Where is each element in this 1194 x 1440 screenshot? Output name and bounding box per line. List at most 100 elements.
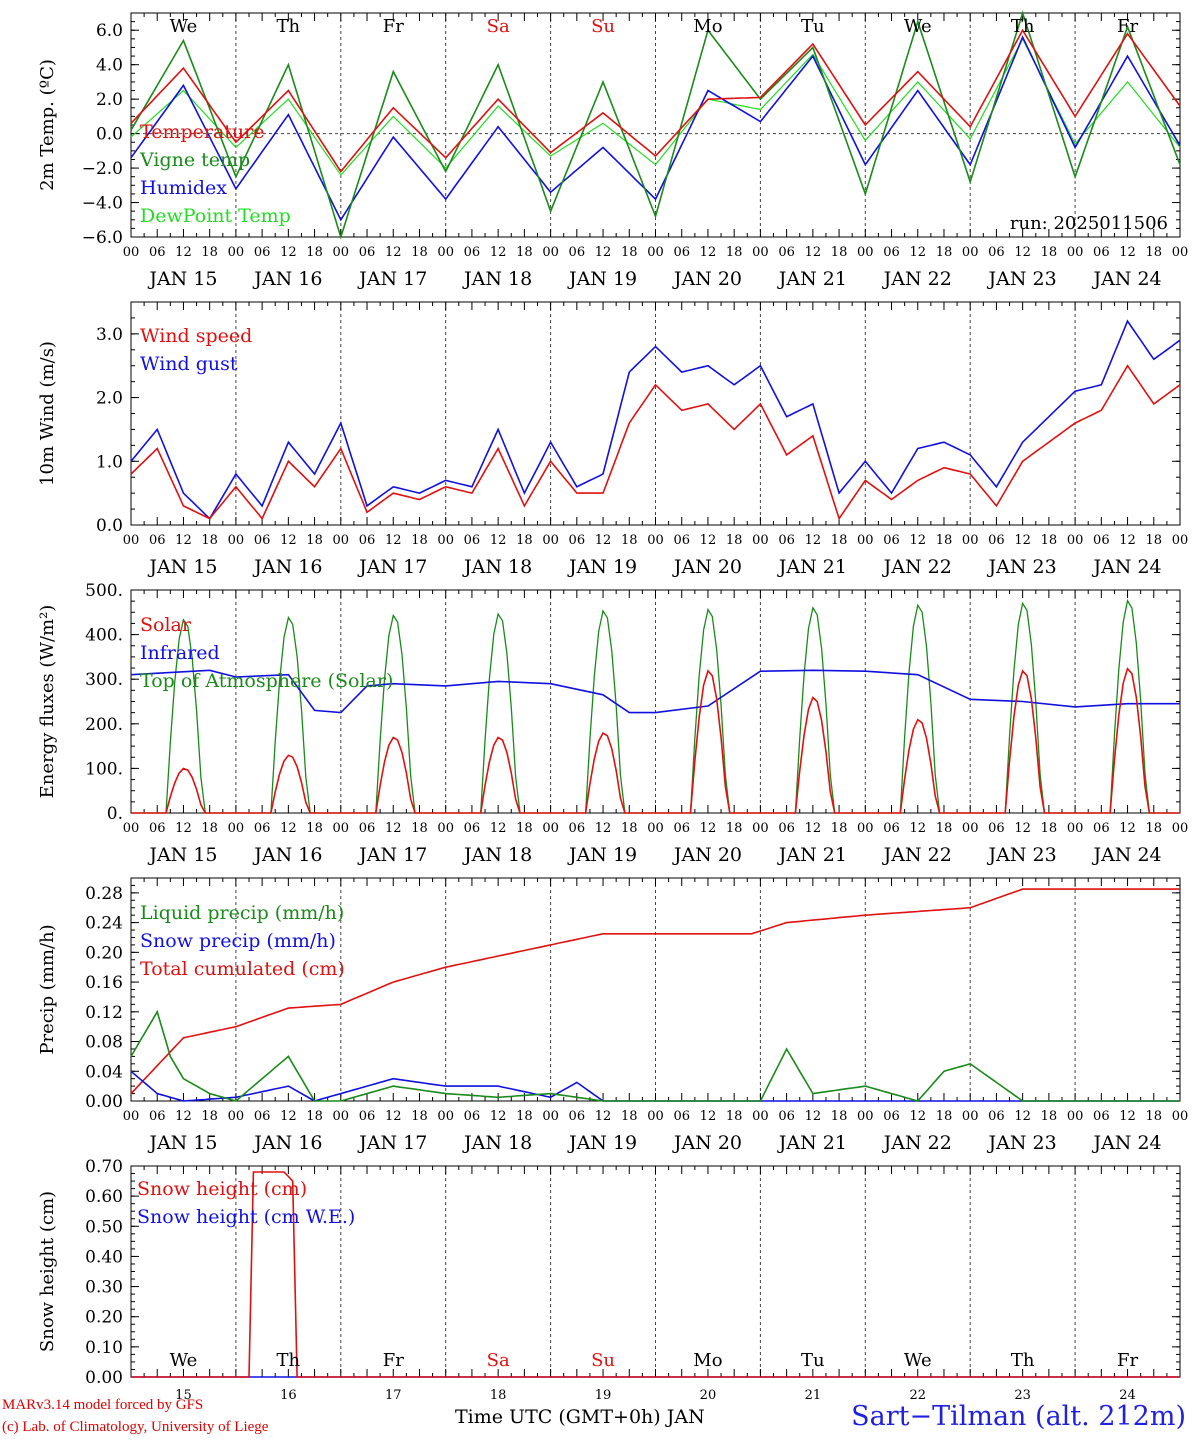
hour-tick-label: 18 bbox=[306, 245, 323, 260]
hour-tick-label: 00 bbox=[1067, 533, 1084, 548]
hour-tick-label: 00 bbox=[437, 533, 454, 548]
hour-tick-label: 00 bbox=[123, 821, 140, 836]
series-line-dewpoint-temp bbox=[130, 37, 1181, 176]
hour-tick-label: 00 bbox=[1172, 245, 1189, 260]
panel-4 bbox=[130, 877, 1181, 1102]
hour-tick-label: 18 bbox=[1041, 245, 1058, 260]
hour-tick-label: 12 bbox=[805, 821, 822, 836]
legend-infrared: Infrared bbox=[140, 642, 220, 664]
day-number-label: 18 bbox=[490, 1388, 507, 1403]
hour-tick-label: 18 bbox=[621, 1109, 638, 1124]
hour-tick-label: 12 bbox=[1014, 245, 1031, 260]
hour-tick-label: 06 bbox=[778, 533, 795, 548]
hour-tick-label: 06 bbox=[988, 245, 1005, 260]
date-label: JAN 17 bbox=[357, 844, 427, 866]
hour-tick-label: 00 bbox=[542, 245, 559, 260]
hour-tick-label: 18 bbox=[621, 533, 638, 548]
hour-tick-label: 06 bbox=[254, 245, 271, 260]
hour-tick-label: 18 bbox=[726, 245, 743, 260]
y-tick-label: 0.20 bbox=[85, 943, 123, 963]
hour-tick-label: 18 bbox=[831, 245, 848, 260]
date-label: JAN 23 bbox=[987, 556, 1057, 578]
hour-tick-label: 12 bbox=[175, 1109, 192, 1124]
hour-tick-label: 18 bbox=[1146, 1109, 1163, 1124]
day-number-label: 20 bbox=[700, 1388, 717, 1403]
panel-1 bbox=[130, 12, 1181, 238]
hour-tick-label: 12 bbox=[909, 821, 926, 836]
day-number-label: 17 bbox=[385, 1388, 402, 1403]
hour-tick-label: 12 bbox=[1014, 821, 1031, 836]
y-tick-label: 2.0 bbox=[96, 90, 123, 110]
series-line-wind-speed bbox=[130, 364, 1181, 521]
hour-tick-label: 12 bbox=[805, 1109, 822, 1124]
hour-tick-label: 12 bbox=[1119, 1109, 1136, 1124]
model-credit: MARv3.14 model forced by GFS bbox=[2, 1397, 204, 1413]
hour-tick-label: 00 bbox=[123, 245, 140, 260]
legend-wind-gust: Wind gust bbox=[140, 353, 238, 375]
date-label: JAN 22 bbox=[882, 844, 952, 866]
hour-tick-label: 18 bbox=[411, 245, 428, 260]
hour-tick-label: 12 bbox=[280, 1109, 297, 1124]
weekday-label: Th bbox=[277, 16, 301, 37]
series-line-liquid-precip-mm-h bbox=[130, 1009, 1180, 1102]
plot-frame bbox=[130, 12, 1181, 238]
station-label: Sart−Tilman (alt. 212m) bbox=[851, 1401, 1186, 1432]
hour-tick-label: 00 bbox=[857, 245, 874, 260]
hour-tick-label: 00 bbox=[1172, 1109, 1189, 1124]
date-label: JAN 17 bbox=[357, 1132, 427, 1154]
y-tick-label: 0.08 bbox=[85, 1033, 123, 1053]
hour-tick-label: 18 bbox=[516, 245, 533, 260]
y-tick-label: 0.20 bbox=[85, 1308, 123, 1328]
hour-tick-label: 18 bbox=[1041, 821, 1058, 836]
day-number-label: 23 bbox=[1014, 1388, 1031, 1403]
y-tick-label: 0.04 bbox=[85, 1062, 123, 1082]
date-label: JAN 23 bbox=[987, 844, 1057, 866]
y-axis-label: Energy fluxes (W/m²) bbox=[37, 605, 58, 799]
date-label: JAN 21 bbox=[777, 1132, 847, 1154]
series-line-wind-gust bbox=[130, 319, 1181, 520]
hour-tick-label: 00 bbox=[333, 245, 350, 260]
weekday-label: Th bbox=[1011, 16, 1035, 37]
hour-tick-label: 18 bbox=[831, 821, 848, 836]
weekday-label: Fr bbox=[383, 1350, 404, 1371]
hour-tick-label: 18 bbox=[516, 533, 533, 548]
hour-tick-label: 12 bbox=[595, 245, 612, 260]
hour-tick-label: 12 bbox=[805, 533, 822, 548]
weekday-label: We bbox=[904, 16, 932, 37]
hour-tick-label: 12 bbox=[1119, 533, 1136, 548]
hour-tick-label: 00 bbox=[228, 821, 245, 836]
hour-tick-label: 00 bbox=[123, 533, 140, 548]
hour-tick-label: 12 bbox=[595, 1109, 612, 1124]
hour-tick-label: 00 bbox=[1067, 821, 1084, 836]
hour-tick-label: 12 bbox=[175, 245, 192, 260]
weekday-label: Tu bbox=[801, 1350, 825, 1371]
series-line-vigne-temp bbox=[130, 10, 1181, 240]
hour-tick-label: 06 bbox=[569, 821, 586, 836]
y-tick-label: 0.28 bbox=[85, 884, 123, 904]
y-tick-label: 0.0 bbox=[96, 125, 123, 145]
hour-tick-label: 06 bbox=[359, 245, 376, 260]
hour-tick-label: 18 bbox=[726, 533, 743, 548]
y-tick-label: 0.00 bbox=[85, 1368, 123, 1388]
hour-tick-label: 00 bbox=[962, 1109, 979, 1124]
weekday-label: Fr bbox=[1117, 1350, 1138, 1371]
hour-tick-label: 06 bbox=[1093, 1109, 1110, 1124]
y-tick-label: 4.0 bbox=[96, 56, 123, 76]
weekday-label: Mo bbox=[693, 1350, 722, 1371]
weekday-label: Sa bbox=[487, 16, 510, 37]
series-line-solar bbox=[131, 667, 1180, 814]
hour-tick-label: 18 bbox=[726, 821, 743, 836]
hour-tick-label: 06 bbox=[359, 533, 376, 548]
date-label: JAN 18 bbox=[462, 1132, 532, 1154]
date-label: JAN 17 bbox=[357, 556, 427, 578]
y-axis-label: Snow height (cm) bbox=[37, 1191, 58, 1352]
weekday-label: Su bbox=[591, 1350, 615, 1371]
hour-tick-label: 00 bbox=[437, 1109, 454, 1124]
hour-tick-label: 06 bbox=[149, 245, 166, 260]
hour-tick-label: 12 bbox=[595, 533, 612, 548]
hour-tick-label: 00 bbox=[333, 1109, 350, 1124]
hour-tick-label: 06 bbox=[988, 533, 1005, 548]
date-label: JAN 18 bbox=[462, 268, 532, 290]
y-tick-label: 500. bbox=[85, 581, 123, 601]
legend-temperature: Temperature bbox=[140, 121, 264, 143]
